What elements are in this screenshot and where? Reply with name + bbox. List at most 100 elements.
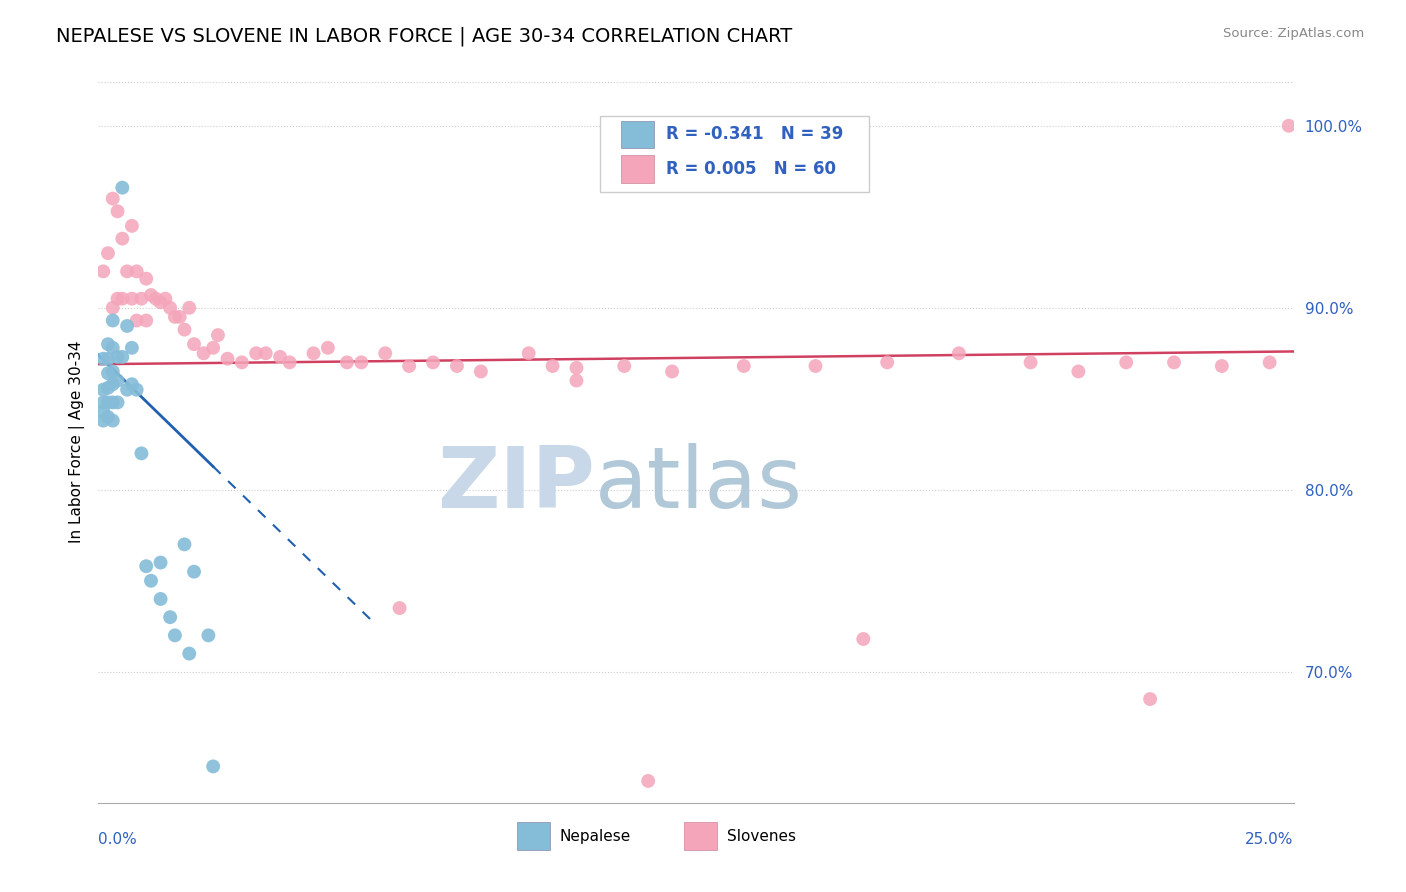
Point	[155, 292, 177, 306]
Point	[107, 374, 129, 388]
Point	[125, 264, 148, 278]
Point	[135, 271, 157, 285]
Point	[398, 359, 420, 373]
Point	[446, 359, 468, 373]
Text: atlas: atlas	[595, 443, 803, 526]
Point	[131, 292, 153, 306]
Point	[1163, 355, 1185, 369]
Point	[565, 374, 588, 388]
Point	[350, 355, 373, 369]
Text: Slovenes: Slovenes	[727, 829, 796, 844]
Point	[179, 647, 201, 661]
Point	[135, 559, 157, 574]
Point	[1115, 355, 1137, 369]
Point	[948, 346, 970, 360]
Point	[125, 383, 148, 397]
Text: NEPALESE VS SLOVENE IN LABOR FORCE | AGE 30-34 CORRELATION CHART: NEPALESE VS SLOVENE IN LABOR FORCE | AGE…	[56, 27, 793, 46]
Point	[202, 759, 225, 773]
Point	[131, 446, 153, 460]
Point	[1139, 692, 1161, 706]
Text: Source: ZipAtlas.com: Source: ZipAtlas.com	[1223, 27, 1364, 40]
Point	[111, 292, 134, 306]
Point	[101, 377, 124, 392]
Point	[101, 414, 124, 428]
Point	[541, 359, 564, 373]
Point	[97, 409, 120, 424]
Point	[517, 346, 540, 360]
Point	[217, 351, 239, 366]
Point	[231, 355, 253, 369]
Point	[101, 313, 124, 327]
Bar	[685, 822, 717, 850]
Point	[804, 359, 827, 373]
Bar	[620, 155, 654, 183]
Point	[183, 565, 205, 579]
Point	[91, 383, 114, 397]
Point	[336, 355, 359, 369]
Point	[91, 264, 114, 278]
Bar	[620, 120, 654, 148]
Point	[565, 360, 588, 375]
Point	[1019, 355, 1042, 369]
Point	[111, 180, 134, 194]
Text: Nepalese: Nepalese	[560, 829, 631, 844]
Point	[661, 364, 683, 378]
Point	[159, 610, 181, 624]
Point	[302, 346, 325, 360]
Point	[101, 301, 124, 315]
Point	[97, 351, 120, 366]
Point	[115, 318, 138, 333]
Point	[173, 323, 195, 337]
Point	[163, 628, 186, 642]
Point	[115, 264, 138, 278]
Point	[1258, 355, 1281, 369]
Point	[111, 350, 134, 364]
Point	[245, 346, 267, 360]
Point	[101, 364, 124, 378]
Y-axis label: In Labor Force | Age 30-34: In Labor Force | Age 30-34	[69, 340, 84, 543]
Point	[207, 328, 229, 343]
Point	[183, 337, 205, 351]
Point	[173, 537, 195, 551]
Point	[145, 292, 167, 306]
Point	[876, 355, 898, 369]
Point	[91, 414, 114, 428]
Point	[121, 377, 143, 392]
Point	[254, 346, 277, 360]
Point	[135, 313, 157, 327]
Point	[193, 346, 215, 360]
Point	[278, 355, 301, 369]
Point	[91, 395, 114, 409]
Point	[97, 395, 120, 409]
Point	[107, 350, 129, 364]
Point	[159, 301, 181, 315]
Point	[97, 337, 120, 351]
Point	[1211, 359, 1233, 373]
Point	[422, 355, 444, 369]
Point	[1278, 119, 1301, 133]
Point	[125, 313, 148, 327]
Point	[107, 292, 129, 306]
Point	[91, 351, 114, 366]
Point	[1067, 364, 1090, 378]
Point	[149, 556, 172, 570]
Point	[121, 341, 143, 355]
Point	[733, 359, 755, 373]
Point	[139, 288, 162, 302]
Text: 0.0%: 0.0%	[98, 831, 138, 847]
Point	[470, 364, 492, 378]
Point	[149, 295, 172, 310]
Point	[637, 774, 659, 789]
Point	[91, 404, 114, 418]
Point	[107, 204, 129, 219]
Point	[374, 346, 396, 360]
Point	[197, 628, 219, 642]
Bar	[517, 822, 550, 850]
FancyBboxPatch shape	[600, 117, 869, 193]
Point	[97, 381, 120, 395]
Point	[269, 350, 291, 364]
Point	[852, 632, 875, 646]
Point	[97, 246, 120, 260]
Point	[97, 366, 120, 380]
Point	[139, 574, 162, 588]
